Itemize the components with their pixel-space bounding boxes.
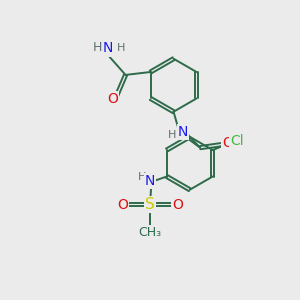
Text: N: N bbox=[178, 125, 188, 139]
Text: O: O bbox=[117, 198, 128, 212]
Text: O: O bbox=[223, 136, 233, 150]
Text: N: N bbox=[103, 41, 113, 56]
Text: CH₃: CH₃ bbox=[139, 226, 162, 239]
Text: H: H bbox=[116, 43, 125, 53]
Text: H: H bbox=[168, 130, 176, 140]
Text: O: O bbox=[172, 198, 183, 212]
Text: O: O bbox=[107, 92, 118, 106]
Text: H: H bbox=[92, 41, 102, 54]
Text: S: S bbox=[145, 197, 155, 212]
Text: Cl: Cl bbox=[230, 134, 244, 148]
Text: N: N bbox=[145, 174, 155, 188]
Text: H: H bbox=[138, 172, 146, 182]
